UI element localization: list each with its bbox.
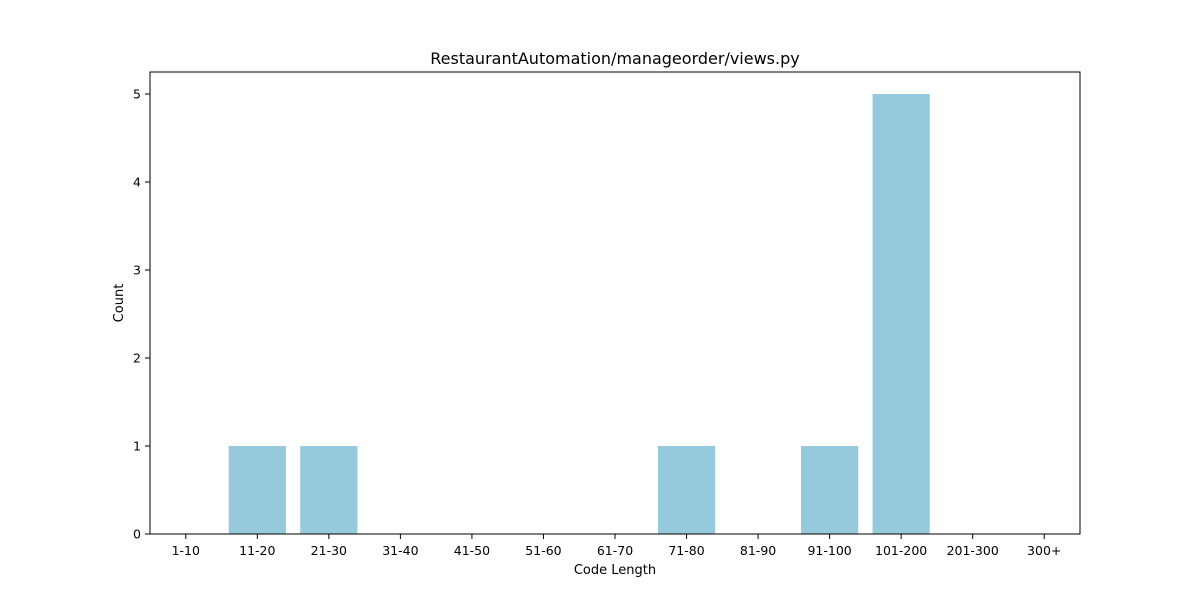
bar-71-80 <box>657 446 716 534</box>
y-tick-label: 5 <box>133 87 141 102</box>
bars-group <box>228 94 930 534</box>
x-tick-label: 201-300 <box>947 543 999 558</box>
y-tick-label: 3 <box>133 263 141 278</box>
bar-101-200 <box>872 94 930 534</box>
x-axis-label: Code Length <box>574 563 656 578</box>
bar-11-20 <box>228 446 286 534</box>
y-axis: 0 1 2 3 4 5 <box>133 87 150 542</box>
y-tick-label: 2 <box>133 351 141 366</box>
x-axis: 1-10 11-20 21-30 31-40 41-50 51-60 61-70 71-80 8… <box>172 534 1061 558</box>
x-tick-label: 81-90 <box>740 543 776 558</box>
y-tick-label: 0 <box>133 527 141 542</box>
x-tick-label: 31-40 <box>382 543 418 558</box>
y-axis-label: Count <box>112 284 127 323</box>
x-tick-label: 300+ <box>1027 543 1061 558</box>
x-tick-label: 41-50 <box>454 543 490 558</box>
bar-21-30 <box>300 446 358 534</box>
y-tick-label: 1 <box>133 439 141 454</box>
x-tick-label: 21-30 <box>311 543 347 558</box>
chart-title: RestaurantAutomation/manageorder/views.p… <box>430 49 799 68</box>
x-tick-label: 61-70 <box>597 543 633 558</box>
x-tick-label: 51-60 <box>525 543 561 558</box>
y-tick-label: 4 <box>133 175 141 190</box>
x-tick-label: 101-200 <box>875 543 927 558</box>
bar-91-100 <box>801 446 859 534</box>
plot-frame <box>149 71 1081 535</box>
x-tick-label: 11-20 <box>239 543 275 558</box>
x-tick-label: 1-10 <box>172 543 200 558</box>
x-tick-label: 91-100 <box>807 543 851 558</box>
x-tick-label: 71-80 <box>668 543 704 558</box>
